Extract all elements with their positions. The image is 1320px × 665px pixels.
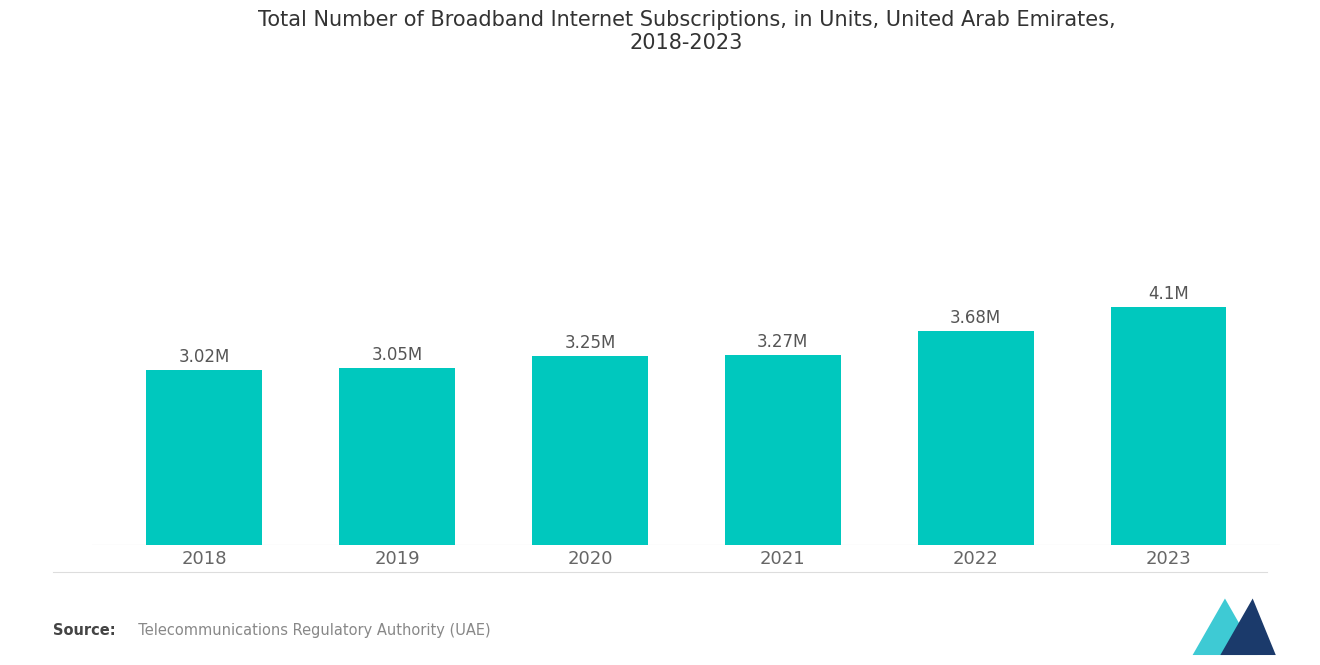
Polygon shape — [1220, 598, 1275, 655]
Text: 4.1M: 4.1M — [1148, 285, 1189, 303]
Text: 3.27M: 3.27M — [758, 333, 809, 351]
Text: Source:: Source: — [53, 623, 115, 638]
Bar — [532, 356, 648, 545]
Title: Total Number of Broadband Internet Subscriptions, in Units, United Arab Emirates: Total Number of Broadband Internet Subsc… — [257, 10, 1115, 53]
Bar — [339, 368, 455, 545]
Bar — [725, 355, 841, 545]
Bar — [917, 331, 1034, 545]
Text: 3.68M: 3.68M — [950, 309, 1002, 327]
Polygon shape — [1193, 598, 1257, 655]
Bar — [1110, 307, 1226, 545]
Text: Telecommunications Regulatory Authority (UAE): Telecommunications Regulatory Authority … — [129, 623, 491, 638]
Text: 3.02M: 3.02M — [178, 348, 230, 366]
Text: 3.25M: 3.25M — [564, 334, 615, 352]
Bar — [147, 370, 263, 545]
Text: 3.05M: 3.05M — [371, 346, 422, 364]
